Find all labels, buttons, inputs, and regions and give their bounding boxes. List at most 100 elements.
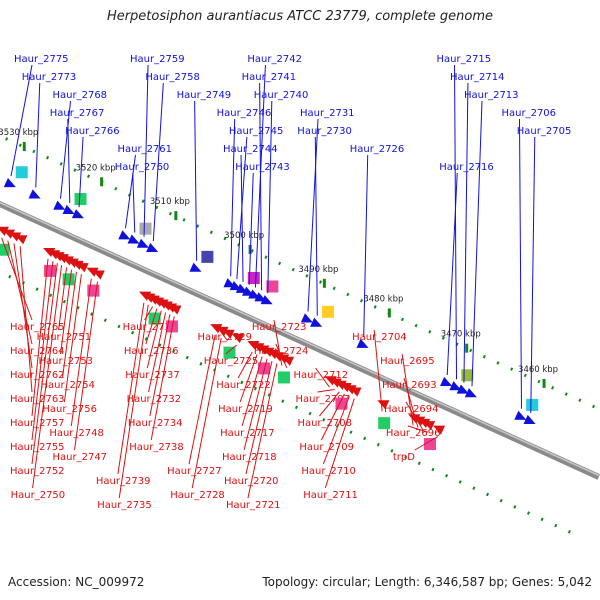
reverse-gene-label: Haur_2728 (170, 490, 225, 501)
reverse-leader-line (219, 329, 228, 342)
reverse-leader-line (60, 269, 73, 355)
reverse-gene-label: Haur_2747 (53, 452, 108, 463)
reverse-leader-line (405, 401, 424, 431)
forward-genes: Haur_2775 Haur_2773 Haur_2768 Haur_2767 Haur… (3, 54, 572, 425)
reverse-leader-line (19, 246, 33, 393)
forward-leader-line (314, 136, 318, 316)
forward-gene-label: Haur_2713 (464, 90, 519, 101)
forward-gene-arrow (146, 242, 159, 253)
reverse-gene-arrow (432, 425, 446, 435)
kbp-tick-mark (100, 177, 104, 187)
reverse-gene-label: Haur_2755 (10, 442, 65, 453)
reverse-gene-arrow (349, 387, 362, 397)
reverse-gene-label: Haur_2732 (127, 394, 182, 405)
kbp-label: 3520 kbp (76, 163, 116, 173)
reverse-leader-line (243, 358, 268, 451)
reverse-gene-label: Haur_2693 (382, 380, 437, 391)
forward-leader-line (132, 172, 136, 233)
forward-gene-label: Haur_2758 (145, 72, 200, 83)
forward-gene-arrow (3, 178, 16, 188)
reverse-leader-line (149, 314, 171, 417)
reverse-gene-label: Haur_2735 (97, 500, 152, 511)
forward-gene-label: Haur_2705 (517, 126, 572, 137)
reverse-leader-line (150, 316, 175, 441)
forward-gene-arrow (440, 376, 453, 386)
forward-gene-label: Haur_2743 (235, 162, 290, 173)
forward-gene-label: Haur_2760 (115, 162, 170, 173)
reverse-gene-label: Haur_2750 (11, 490, 66, 501)
reverse-leader-line (31, 261, 54, 441)
reverse-leader-line (239, 354, 258, 403)
reverse-gene-label: Haur_2722 (216, 380, 271, 391)
feature-box (201, 250, 214, 263)
reverse-leader-line (74, 281, 98, 451)
reverse-leader-line (13, 243, 33, 369)
feature-box (277, 371, 290, 384)
feature-box (223, 346, 236, 359)
reverse-leader-line (315, 367, 330, 388)
reverse-gene-label: Haur_2764 (10, 346, 65, 357)
reverse-gene-label: Haur_2695 (380, 356, 435, 367)
kbp-label: 3470 kbp (441, 330, 481, 340)
forward-leader-line (363, 154, 369, 337)
feature-box (15, 166, 28, 179)
reverse-leader-line (320, 393, 345, 441)
forward-gene-arrow (356, 338, 369, 348)
reverse-leader-line (191, 337, 222, 489)
feature-box (423, 438, 436, 451)
feature-box (266, 280, 279, 293)
reverse-gene-label: Haur_2725 (204, 356, 259, 367)
reverse-leader-line (145, 308, 158, 345)
forward-leader-line (230, 118, 236, 277)
reverse-gene-label: Haur_2753 (39, 356, 94, 367)
reverse-gene-label: Haur_2709 (299, 442, 354, 453)
forward-leader-line (307, 118, 319, 312)
forward-leader-line (143, 64, 149, 237)
reverse-gene-label: Haur_2738 (129, 442, 184, 453)
forward-gene-label: Haur_2759 (130, 54, 185, 65)
reverse-leader-line (7, 240, 33, 345)
reverse-gene-arrow (9, 232, 22, 242)
reverse-leader-line (317, 389, 335, 393)
forward-gene-label: Haur_2775 (14, 54, 69, 65)
reverse-gene-label: Haur_2762 (10, 370, 65, 381)
feature-box (526, 398, 539, 411)
forward-gene-label: Haur_2726 (350, 144, 405, 155)
forward-gene-label: Haur_2742 (247, 54, 302, 65)
reverse-gene-label: Haur_2721 (226, 500, 281, 511)
feature-box (247, 272, 260, 285)
forward-gene-arrow (118, 230, 131, 240)
map-bands (0, 137, 600, 535)
forward-leader-line (10, 64, 33, 177)
reverse-leader-line (188, 334, 216, 465)
reverse-leader-line (225, 344, 238, 355)
reverse-leader-line (241, 356, 263, 427)
forward-gene-label: Haur_2715 (437, 54, 492, 65)
reverse-leader-line (32, 265, 63, 489)
reverse-gene-arrow (86, 267, 99, 277)
reverse-gene-label: Haur_2704 (352, 332, 407, 343)
map-title: Herpetosiphon aurantiacus ATCC 23779, co… (106, 9, 494, 24)
feature-box (322, 305, 335, 318)
forward-leader-line (248, 172, 254, 285)
reverse-leader-line (58, 267, 68, 331)
reverse-gene-label: Haur_2711 (303, 490, 358, 501)
reverse-gene-label: Haur_2694 (384, 404, 439, 415)
reverse-gene-label: Haur_2734 (128, 418, 183, 429)
reverse-leader-line (414, 436, 439, 451)
reverse-leader-line (61, 271, 77, 379)
forward-gene-arrow (464, 388, 477, 398)
reverse-gene-label: Haur_2729 (197, 332, 252, 343)
kbp-tick-mark (22, 142, 26, 152)
feature-box (74, 193, 87, 206)
reverse-gene-label: Haur_2727 (167, 466, 222, 477)
reverse-gene-label: Haur_2739 (96, 476, 151, 487)
reverse-leader-line (237, 351, 253, 379)
kbp-label: 3480 kbp (363, 294, 403, 304)
reverse-leader-line (70, 278, 92, 427)
reverse-gene-label: Haur_2756 (42, 404, 97, 415)
forward-leader-line (267, 100, 273, 294)
feature-box (461, 369, 474, 382)
forward-gene-label: Haur_2740 (254, 90, 309, 101)
forward-gene-arrow (449, 381, 462, 391)
